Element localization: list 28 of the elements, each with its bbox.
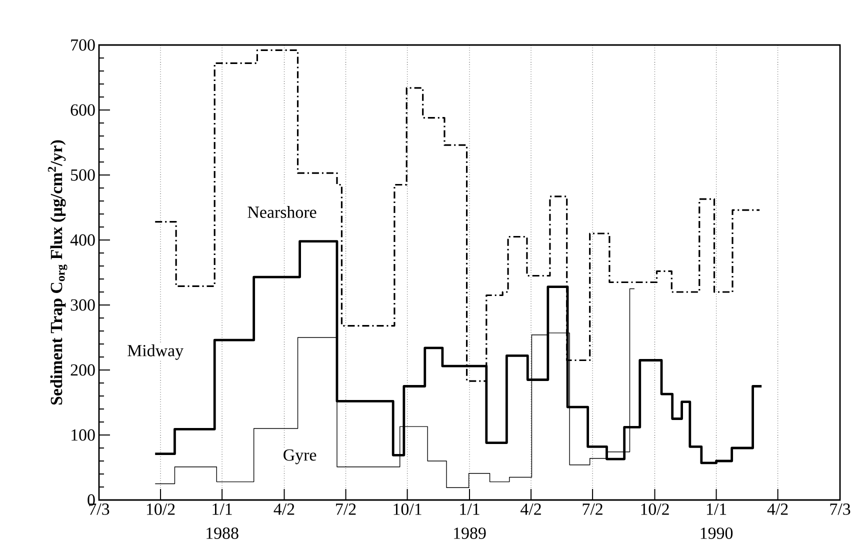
x-tick-label: 4/2 xyxy=(274,504,294,515)
x-tick-label: 10/2 xyxy=(146,504,175,515)
y-tick-label: 700 xyxy=(71,39,95,51)
x-tick-label: 7/3 xyxy=(830,504,850,515)
text: 1990 xyxy=(700,528,733,539)
x-tick-label: 7/2 xyxy=(582,504,602,515)
x-tick-label: 10/1 xyxy=(394,504,422,515)
y-tick-label: 500 xyxy=(71,169,95,181)
series-label: Gyre xyxy=(284,449,316,464)
x-tick-label: 4/2 xyxy=(767,504,788,515)
y-tick-label: 400 xyxy=(70,234,95,246)
x-tick-label: 7/3 xyxy=(89,504,110,515)
x-tick-label: 1/1 xyxy=(460,504,480,515)
y-tick-label: 0 xyxy=(88,494,95,506)
x-tick-label: 1/1 xyxy=(212,504,232,515)
y-tick-label: 600 xyxy=(70,104,95,116)
y-axis-title: Sediment Trap C$_{org}$ Flux (µg/cm$^{2}$/yr) xyxy=(48,140,68,405)
text: 1988 xyxy=(206,528,238,539)
y-tick-label: 100 xyxy=(72,429,95,441)
text: 1989 xyxy=(454,528,486,539)
x-tick-label: 10/2 xyxy=(641,504,669,515)
x-tick-label: 1/1 xyxy=(706,504,726,515)
x-tick-label: 7/2 xyxy=(336,504,356,515)
y-tick-label: 200 xyxy=(70,364,95,376)
y-tick-label: 300 xyxy=(70,299,95,311)
series-label: Nearshore xyxy=(248,206,316,218)
series-label: Midway xyxy=(128,344,184,360)
x-tick-label: 4/2 xyxy=(520,504,541,515)
